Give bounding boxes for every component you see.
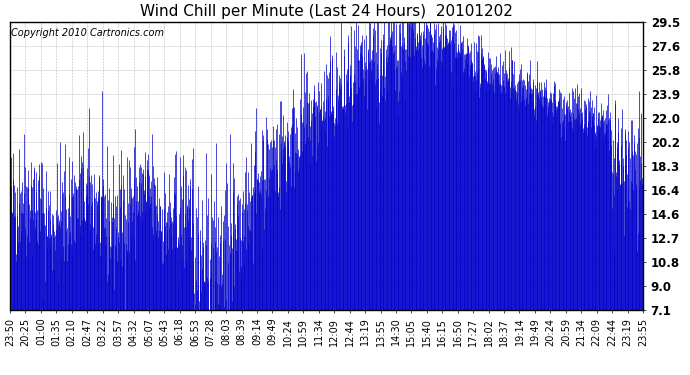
Title: Wind Chill per Minute (Last 24 Hours)  20101202: Wind Chill per Minute (Last 24 Hours) 20… bbox=[140, 4, 513, 20]
Text: Copyright 2010 Cartronics.com: Copyright 2010 Cartronics.com bbox=[11, 28, 164, 38]
